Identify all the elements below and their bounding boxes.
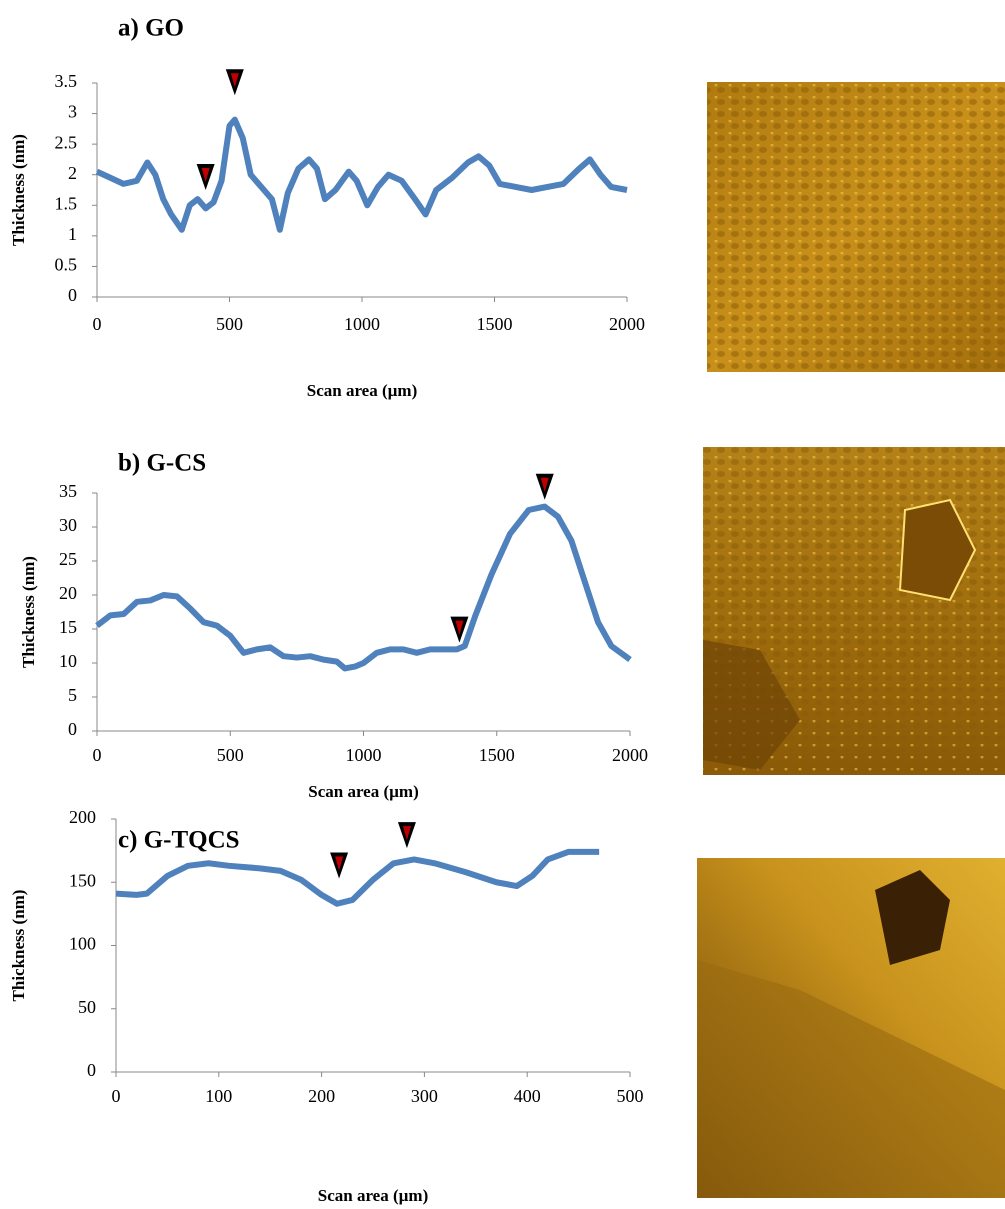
y-tick-label: 5 bbox=[68, 685, 77, 705]
y-tick-label: 150 bbox=[69, 870, 96, 890]
x-axis-label: Scan area (µm) bbox=[318, 1186, 429, 1205]
x-tick-label: 0 bbox=[93, 745, 102, 765]
chart-title: a) GO bbox=[118, 15, 184, 42]
peak-marker bbox=[397, 822, 416, 849]
y-tick-label: 1.5 bbox=[55, 193, 78, 213]
y-tick-label: 0.5 bbox=[55, 255, 78, 275]
x-tick-label: 400 bbox=[514, 1086, 541, 1106]
x-tick-label: 100 bbox=[205, 1086, 232, 1106]
afm-image-a bbox=[707, 82, 1005, 372]
x-tick-label: 1000 bbox=[344, 314, 380, 334]
peak-marker bbox=[225, 69, 244, 96]
x-tick-label: 2000 bbox=[609, 314, 645, 334]
x-tick-label: 200 bbox=[308, 1086, 335, 1106]
afm-image-c bbox=[697, 858, 1005, 1198]
y-tick-label: 200 bbox=[69, 807, 96, 827]
x-axis-label: Scan area (µm) bbox=[307, 381, 418, 400]
data-line bbox=[95, 503, 632, 672]
y-tick-label: 0 bbox=[68, 285, 77, 305]
afm-image-b bbox=[703, 447, 1005, 775]
y-tick-label: 20 bbox=[59, 583, 77, 603]
data-line bbox=[115, 848, 600, 907]
x-tick-label: 0 bbox=[93, 314, 102, 334]
chart-title: c) G-TQCS bbox=[118, 827, 240, 854]
x-tick-label: 300 bbox=[411, 1086, 438, 1106]
y-tick-label: 3.5 bbox=[55, 71, 78, 91]
x-tick-label: 500 bbox=[216, 314, 243, 334]
y-tick-label: 0 bbox=[68, 719, 77, 739]
data-line bbox=[95, 116, 628, 233]
x-tick-label: 1500 bbox=[479, 745, 515, 765]
y-tick-label: 30 bbox=[59, 515, 77, 535]
y-axis-label: Thickness (nm) bbox=[9, 890, 28, 1002]
y-axis-label: Thickness (nm) bbox=[19, 556, 38, 668]
y-tick-label: 2.5 bbox=[55, 132, 78, 152]
peak-marker bbox=[196, 164, 215, 190]
x-axis-label: Scan area (µm) bbox=[308, 782, 419, 801]
y-tick-label: 50 bbox=[78, 997, 96, 1017]
y-tick-label: 35 bbox=[59, 481, 77, 501]
y-axis-label: Thickness (nm) bbox=[9, 134, 28, 246]
x-tick-label: 1500 bbox=[477, 314, 513, 334]
peak-marker bbox=[330, 852, 349, 879]
chart-title: b) G-CS bbox=[118, 450, 206, 477]
y-tick-label: 1 bbox=[68, 224, 77, 244]
x-tick-label: 500 bbox=[217, 745, 244, 765]
peak-marker bbox=[450, 616, 469, 643]
x-tick-label: 500 bbox=[617, 1086, 644, 1106]
y-tick-label: 25 bbox=[59, 549, 77, 569]
peak-marker bbox=[535, 473, 554, 500]
y-tick-label: 10 bbox=[59, 651, 77, 671]
y-tick-label: 15 bbox=[59, 617, 77, 637]
y-tick-label: 0 bbox=[87, 1060, 96, 1080]
x-tick-label: 1000 bbox=[346, 745, 382, 765]
y-tick-label: 2 bbox=[68, 163, 77, 183]
y-tick-label: 100 bbox=[69, 934, 96, 954]
x-tick-label: 2000 bbox=[612, 745, 648, 765]
x-tick-label: 0 bbox=[112, 1086, 121, 1106]
y-tick-label: 3 bbox=[68, 102, 77, 122]
